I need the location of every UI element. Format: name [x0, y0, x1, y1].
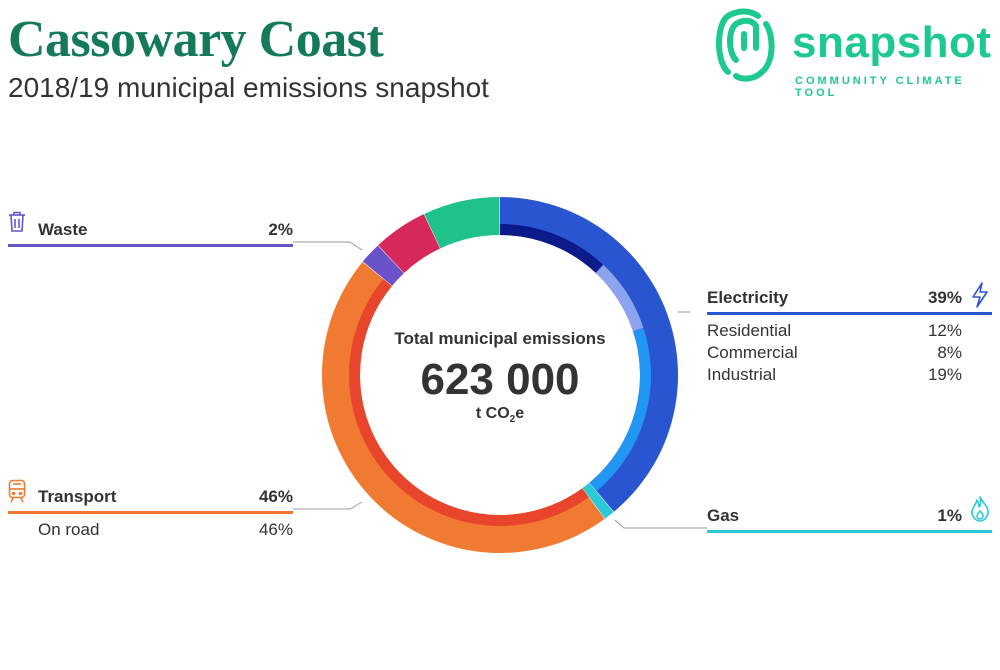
transport-rule [8, 511, 293, 514]
transport-legend: Transport 46% On road 46% [8, 487, 293, 542]
transport-label: Transport [38, 487, 117, 506]
gas-label: Gas [707, 506, 740, 525]
total-unit: t CO2e [380, 405, 620, 425]
inner-segment-residential [500, 224, 604, 273]
flame-icon [971, 496, 989, 522]
outer-segment-unlabelled-green [424, 197, 500, 249]
snapshot-logo-icon [716, 8, 775, 82]
waste-leader-line [293, 241, 363, 251]
industrial-pct: 19% [927, 365, 962, 384]
on-road-pct: 46% [258, 520, 293, 539]
electricity-label: Electricity [707, 288, 789, 307]
industrial-label: Industrial [707, 365, 776, 384]
residential-row: Residential 12% [707, 321, 962, 343]
leader-lines [293, 241, 707, 529]
residential-pct: 12% [927, 321, 962, 340]
outer-segment-waste [362, 245, 404, 286]
inner-segment-industrial [589, 328, 651, 492]
commercial-row: Commercial 8% [707, 343, 962, 365]
brand-name: snapshot [792, 18, 992, 67]
inner-segment-commercial [595, 264, 644, 332]
inner-segment-on-road [349, 279, 589, 526]
transport-pct: 46% [258, 487, 293, 506]
unit-subscript: 2 [509, 414, 516, 426]
brand-tagline: COMMUNITY CLIMATE TOOL [795, 75, 965, 99]
inner-ring [349, 224, 651, 526]
lightning-icon [972, 282, 988, 308]
electricity-rule [707, 312, 992, 315]
total-label: Total municipal emissions [394, 329, 606, 348]
outer-segment-unlabelled-red [378, 214, 441, 273]
transport-sub-row: On road 46% [8, 520, 293, 542]
waste-rule [8, 244, 293, 247]
commercial-pct: 8% [937, 343, 962, 362]
inner-segment-gas [582, 482, 597, 497]
page-subtitle: 2018/19 municipal emissions snapshot [8, 72, 489, 103]
page-title: Cassowary Coast [8, 11, 384, 68]
unit-suffix: e [515, 405, 525, 422]
waste-label: Waste [38, 220, 88, 239]
gas-rule [707, 530, 992, 533]
gas-pct: 1% [937, 506, 962, 525]
unit-prefix: t CO [475, 405, 510, 422]
electricity-pct: 39% [927, 288, 962, 307]
train-icon [8, 479, 26, 503]
waste-legend: Waste 2% [8, 220, 293, 253]
waste-pct: 2% [268, 220, 293, 239]
residential-label: Residential [707, 321, 792, 340]
trash-icon [9, 211, 25, 232]
total-value: 623 000 [420, 355, 580, 404]
on-road-label: On road [38, 520, 100, 539]
commercial-label: Commercial [707, 343, 798, 362]
gas-legend: Gas 1% [707, 506, 992, 539]
transport-leader-line [293, 501, 363, 510]
electricity-legend: Electricity 39% Residential 12% Commerci… [707, 288, 992, 387]
industrial-row: Industrial 19% [707, 365, 962, 387]
gas-leader-line [614, 519, 707, 529]
